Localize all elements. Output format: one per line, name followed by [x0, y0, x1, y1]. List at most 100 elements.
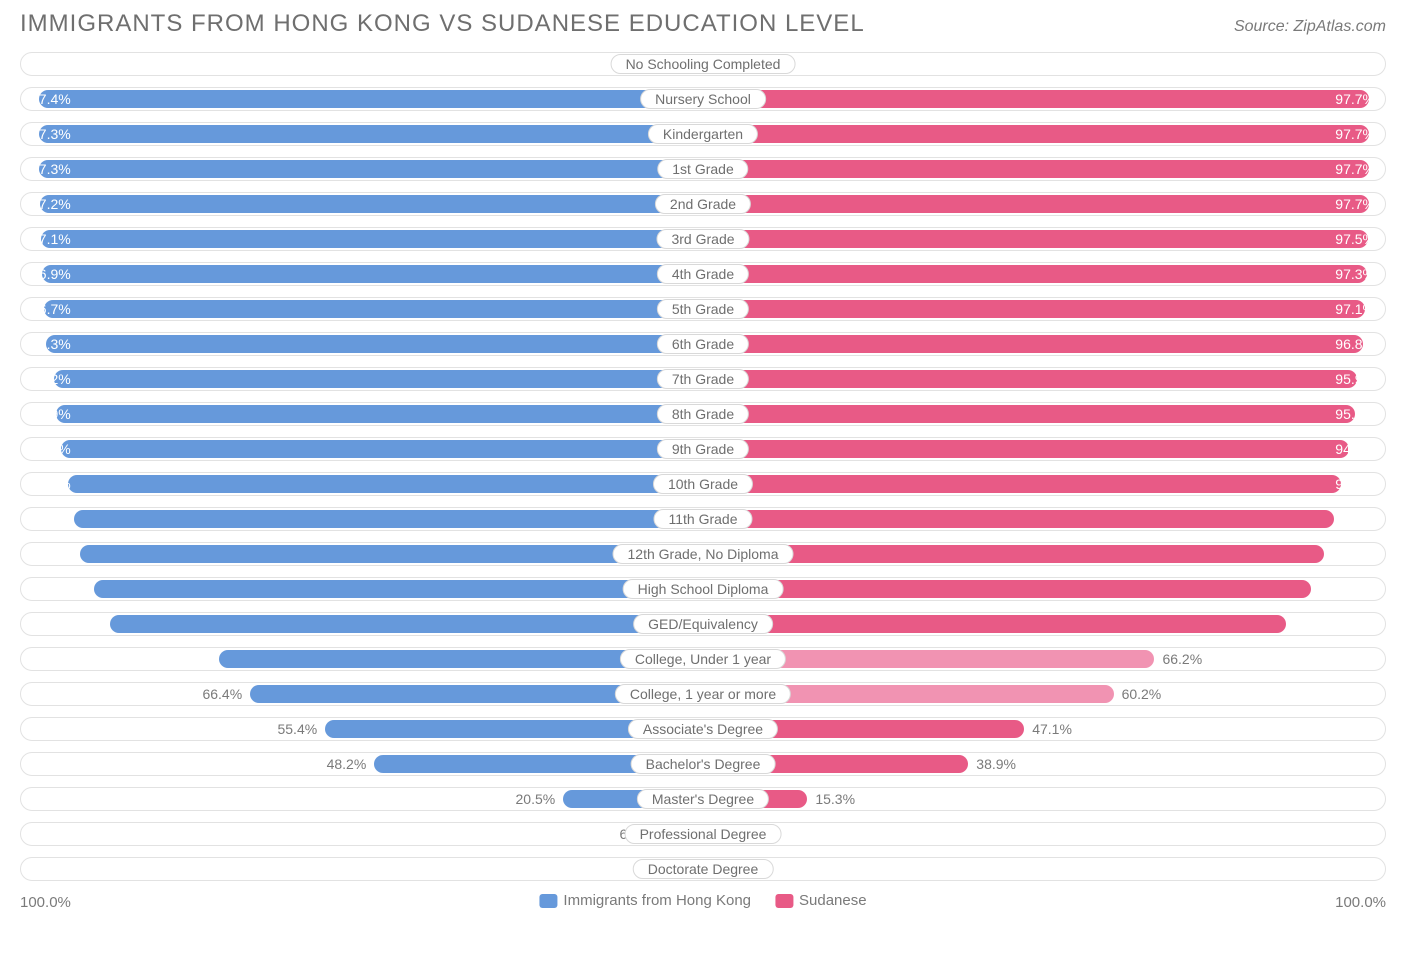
row-left-half: 95.2% [21, 368, 703, 390]
bar-left-value: 93.1% [31, 476, 71, 492]
bar-left-value: 97.3% [31, 161, 71, 177]
row-right-half: 97.1% [703, 298, 1385, 320]
bar-left [41, 230, 703, 248]
category-label: 8th Grade [657, 404, 749, 424]
bar-left [56, 405, 703, 423]
bar-left [110, 615, 703, 633]
bar-right-value: 97.7% [1335, 91, 1375, 107]
row-right-half: 15.3% [703, 788, 1385, 810]
bar-right-value: 97.7% [1335, 196, 1375, 212]
bar-left [46, 335, 703, 353]
row-right-half: 97.7% [703, 88, 1385, 110]
row-left-half: 93.1% [21, 473, 703, 495]
bar-left-value: 20.5% [516, 791, 556, 807]
bar-left [39, 160, 703, 178]
chart-row: 97.3%97.7%Kindergarten [20, 122, 1386, 146]
bar-right-value: 97.7% [1335, 161, 1375, 177]
legend-item-left: Immigrants from Hong Kong [539, 892, 751, 909]
category-label: 2nd Grade [655, 194, 751, 214]
bar-right-value: 97.7% [1335, 126, 1375, 142]
bar-right-value: 85.5% [1335, 616, 1375, 632]
bar-left [39, 125, 703, 143]
bar-left [54, 370, 703, 388]
bar-right [703, 545, 1324, 563]
row-left-half: 48.2% [21, 753, 703, 775]
bar-right-value: 66.2% [1162, 651, 1202, 667]
bar-right-value: 96.8% [1335, 336, 1375, 352]
bar-left-value: 86.9% [31, 616, 71, 632]
legend-label-right: Sudanese [799, 892, 867, 909]
row-right-half: 4.6% [703, 823, 1385, 845]
bar-right-value: 94.7% [1335, 441, 1375, 457]
row-left-half: 71.0% [21, 648, 703, 670]
category-label: 5th Grade [657, 299, 749, 319]
row-left-half: 97.2% [21, 193, 703, 215]
bar-right-value: 97.1% [1335, 301, 1375, 317]
chart-row: 2.7%2.3%No Schooling Completed [20, 52, 1386, 76]
bar-right [703, 125, 1369, 143]
row-left-half: 96.7% [21, 298, 703, 320]
row-right-half: 38.9% [703, 753, 1385, 775]
chart-row: 94.1% 94.7% 9th Grade [20, 437, 1386, 461]
row-right-half: 97.7% [703, 193, 1385, 215]
row-right-half: 85.5% [703, 613, 1385, 635]
legend-label-left: Immigrants from Hong Kong [563, 892, 751, 909]
chart-row: 6.4%4.6%Professional Degree [20, 822, 1386, 846]
bar-right-value: 95.9% [1335, 371, 1375, 387]
row-left-half: 94.1% [21, 438, 703, 460]
chart-footer: 100.0% Immigrants from Hong Kong Sudanes… [20, 892, 1386, 916]
chart-row: 97.4%97.7%Nursery School [20, 87, 1386, 111]
bar-right [703, 580, 1311, 598]
row-left-half: 2.8% [21, 858, 703, 880]
row-left-half: 97.1% [21, 228, 703, 250]
category-label: 10th Grade [653, 474, 753, 494]
chart-row: 71.0%66.2%College, Under 1 year [20, 647, 1386, 671]
bar-right [703, 300, 1365, 318]
bar-right [703, 510, 1334, 528]
chart-source: Source: ZipAtlas.com [1234, 10, 1386, 36]
bar-left-value: 97.4% [31, 91, 71, 107]
bar-left-value: 94.9% [31, 406, 71, 422]
row-left-half: 86.9% [21, 613, 703, 635]
bar-right-value: 97.5% [1335, 231, 1375, 247]
category-label: Associate's Degree [628, 719, 778, 739]
bar-left [61, 440, 703, 458]
category-label: GED/Equivalency [633, 614, 773, 634]
bar-left [68, 475, 703, 493]
bar-left-value: 97.2% [31, 196, 71, 212]
category-label: 9th Grade [657, 439, 749, 459]
row-left-half: 89.3% [21, 578, 703, 600]
chart-row: 96.7% 97.1% 5th Grade [20, 297, 1386, 321]
bar-left [40, 195, 703, 213]
category-label: Master's Degree [637, 789, 769, 809]
chart-title: IMMIGRANTS FROM HONG KONG VS SUDANESE ED… [20, 10, 865, 38]
row-right-half: 97.7% [703, 123, 1385, 145]
bar-left-value: 94.1% [31, 441, 71, 457]
category-label: 3rd Grade [656, 229, 749, 249]
bar-left-value: 89.3% [31, 581, 71, 597]
category-label: 4th Grade [657, 264, 749, 284]
chart-row: 96.9%97.3%4th Grade [20, 262, 1386, 286]
category-label: Kindergarten [648, 124, 758, 144]
legend-swatch-right [775, 894, 793, 908]
chart-row: 96.3%96.8%6th Grade [20, 332, 1386, 356]
row-right-half: 95.9% [703, 368, 1385, 390]
row-left-half: 55.4% [21, 718, 703, 740]
row-right-half: 97.3% [703, 263, 1385, 285]
row-left-half: 97.4% [21, 88, 703, 110]
row-left-half: 66.4% [21, 683, 703, 705]
chart-row: 55.4% 47.1%Associate's Degree [20, 717, 1386, 741]
bar-left [74, 510, 703, 528]
bar-left [44, 300, 703, 318]
legend-swatch-left [539, 894, 557, 908]
axis-right-max: 100.0% [1335, 894, 1386, 911]
bar-left-value: 55.4% [277, 721, 317, 737]
row-left-half: 91.3% [21, 543, 703, 565]
category-label: 6th Grade [657, 334, 749, 354]
chart-row: 20.5% 15.3%Master's Degree [20, 787, 1386, 811]
row-left-half: 2.7% [21, 53, 703, 75]
bar-right-value: 60.2% [1122, 686, 1162, 702]
row-right-half: 47.1% [703, 718, 1385, 740]
row-right-half: 94.7% [703, 438, 1385, 460]
row-left-half: 94.9% [21, 403, 703, 425]
